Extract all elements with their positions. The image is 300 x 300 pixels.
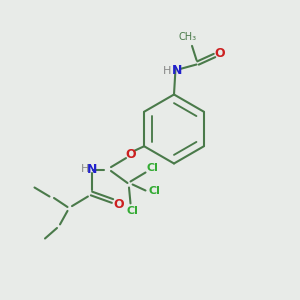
Text: H: H <box>163 65 171 76</box>
Text: O: O <box>114 197 124 211</box>
Text: Cl: Cl <box>126 206 138 217</box>
Text: Cl: Cl <box>148 185 160 196</box>
Text: O: O <box>214 47 225 61</box>
Text: H: H <box>81 164 90 175</box>
Text: N: N <box>87 163 98 176</box>
Text: O: O <box>125 148 136 161</box>
Text: N: N <box>172 64 182 77</box>
Text: CH₃: CH₃ <box>178 32 196 43</box>
Text: Cl: Cl <box>146 163 158 173</box>
